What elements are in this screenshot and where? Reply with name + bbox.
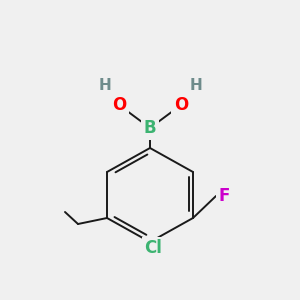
Text: H: H <box>99 79 111 94</box>
Text: B: B <box>144 119 156 137</box>
Text: F: F <box>218 187 230 205</box>
Text: O: O <box>112 96 126 114</box>
Text: Cl: Cl <box>144 239 162 257</box>
Text: H: H <box>190 79 202 94</box>
Text: O: O <box>174 96 188 114</box>
